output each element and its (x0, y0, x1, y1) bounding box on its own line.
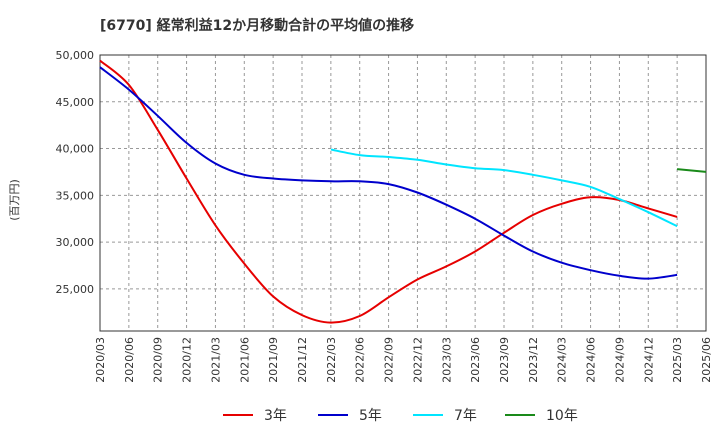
x-tick-label: 2022/03 (325, 337, 338, 383)
plot-frame (99, 54, 707, 332)
y-tick-label: 50,000 (56, 49, 95, 62)
x-tick-label: 2020/03 (94, 337, 107, 383)
y-tick-label: 25,000 (56, 283, 95, 296)
legend-label: 3年 (264, 408, 287, 424)
y-axis: 25,000 30,000 35,000 40,000 45,000 50,000 (56, 49, 95, 296)
x-tick-label: 2020/06 (123, 337, 136, 383)
x-tick-label: 2022/06 (354, 337, 367, 383)
x-tick-label: 2023/06 (469, 337, 482, 383)
x-tick-label: 2022/09 (383, 337, 396, 383)
y-tick-label: 30,000 (56, 236, 95, 249)
x-tick-label: 2023/09 (498, 337, 511, 383)
x-axis: 2020/03 2020/06 2020/09 2020/12 2021/03 2021/… (94, 337, 713, 383)
x-tick-label: 2021/06 (238, 337, 251, 383)
x-tick-label: 2024/06 (585, 337, 598, 383)
chart-title: [6770] 経常利益12か月移動合計の平均値の推移 (100, 17, 414, 34)
x-tick-label: 2023/03 (440, 337, 453, 383)
x-tick-label: 2024/03 (556, 337, 569, 383)
y-tick-label: 35,000 (56, 189, 95, 202)
legend-label: 7年 (454, 408, 477, 424)
series-line-3年 (99, 59, 678, 324)
x-tick-label: 2024/09 (613, 337, 626, 383)
x-tick-label: 2021/03 (209, 337, 222, 383)
x-tick-label: 2023/12 (527, 337, 540, 383)
x-tick-label: 2021/12 (296, 337, 309, 383)
series-lines (99, 59, 707, 324)
x-tick-label: 2025/06 (700, 337, 713, 383)
y-tick-label: 45,000 (56, 96, 95, 109)
x-tick-label: 2025/03 (671, 337, 684, 383)
x-tick-label: 2024/12 (642, 337, 655, 383)
legend: 3年 5年 7年 10年 (223, 408, 578, 424)
y-tick-label: 40,000 (56, 143, 95, 156)
series-line-10年 (676, 168, 707, 173)
x-tick-label: 2020/09 (152, 337, 165, 383)
x-tick-label: 2022/12 (411, 337, 424, 383)
grid (100, 54, 706, 331)
x-tick-label: 2021/09 (267, 337, 280, 383)
series-line-5年 (99, 66, 678, 280)
legend-label: 10年 (546, 408, 578, 424)
x-tick-label: 2020/12 (181, 337, 194, 383)
legend-label: 5年 (359, 408, 382, 424)
y-axis-title: (百万円) (8, 179, 21, 221)
series-line-7年 (330, 148, 678, 228)
